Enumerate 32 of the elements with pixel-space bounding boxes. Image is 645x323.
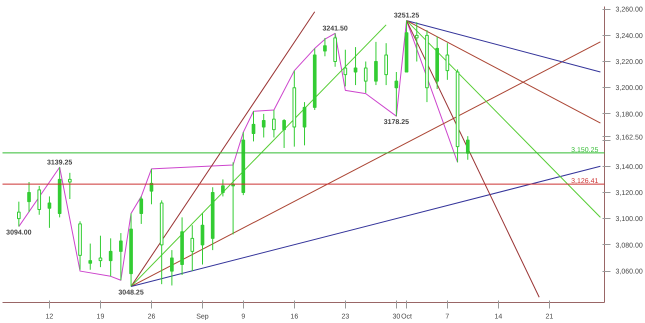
candlestick xyxy=(384,42,388,86)
candlestick xyxy=(446,42,450,80)
candlestick xyxy=(139,196,144,224)
candlestick xyxy=(231,162,235,235)
candlestick xyxy=(221,178,225,197)
candlestick xyxy=(68,172,72,200)
candlestick xyxy=(333,32,337,68)
candlestick xyxy=(190,224,194,272)
candlestick xyxy=(323,37,327,57)
candlestick xyxy=(354,46,358,86)
candlestick xyxy=(394,71,398,117)
candlestick xyxy=(252,110,256,142)
candlestick xyxy=(88,243,92,270)
candlestick xyxy=(466,136,470,160)
candlestick xyxy=(37,185,42,216)
candlestick xyxy=(302,102,306,146)
candlestick xyxy=(344,49,348,87)
candlestick xyxy=(262,113,266,138)
candlestick xyxy=(364,61,368,94)
candlestick xyxy=(17,201,21,228)
candlestick xyxy=(414,22,419,62)
candlestick xyxy=(374,41,378,86)
candlestick xyxy=(27,182,31,213)
candlestick xyxy=(108,238,112,277)
candlestick xyxy=(272,109,276,138)
candlestick xyxy=(48,196,52,228)
candlestick xyxy=(119,232,123,281)
candlestick xyxy=(200,212,204,266)
candlestick xyxy=(150,168,154,205)
candlestick xyxy=(170,250,174,286)
candlestick xyxy=(98,235,102,268)
candlestick xyxy=(282,118,286,148)
